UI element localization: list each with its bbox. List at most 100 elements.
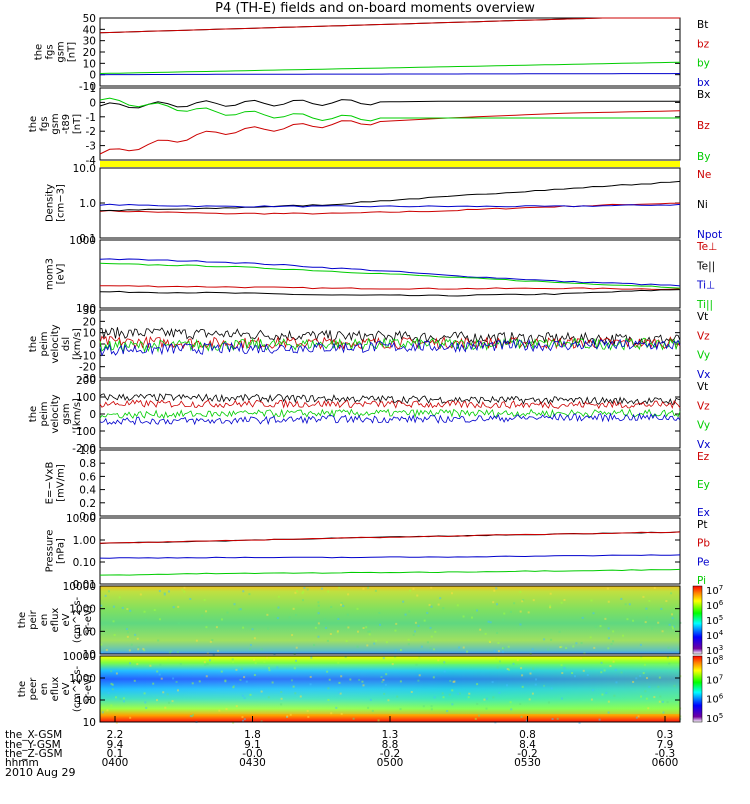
fgs-dc-frame <box>99 87 681 161</box>
peir-eflux-speckle <box>189 598 192 601</box>
peim-velocity-dsl-ylabel: the <box>28 336 39 352</box>
peir-eflux-speckle <box>509 610 512 613</box>
fgs-series-bx <box>99 73 681 76</box>
density-series-Ni <box>99 180 681 212</box>
peir-eflux-ylabel: sr-eV) <box>83 605 94 634</box>
peer-eflux-speckle <box>361 680 364 683</box>
peer-eflux-speckle <box>573 675 576 678</box>
peir-eflux-speckle <box>137 646 140 649</box>
peir-eflux-speckle <box>521 600 524 603</box>
peir-eflux-speckle <box>112 620 115 623</box>
peer-eflux-speckle <box>666 701 669 704</box>
peer-eflux-speckle <box>253 658 256 661</box>
peir-eflux-speckle <box>456 604 459 607</box>
peir-eflux-speckle <box>356 607 359 610</box>
peer-eflux-speckle <box>260 720 263 723</box>
temperature-frame <box>99 239 681 309</box>
peer-eflux-speckle <box>263 660 266 663</box>
peer-eflux-speckle <box>231 658 234 661</box>
peir-eflux-speckle <box>493 649 496 652</box>
peer-eflux-speckle <box>508 668 511 671</box>
peir-eflux-speckle <box>531 648 534 651</box>
peer-eflux-speckle <box>267 696 270 699</box>
peir-eflux-speckle <box>238 608 241 611</box>
peer-eflux-speckle <box>635 677 638 680</box>
peir-eflux-speckle <box>497 641 500 644</box>
peir-eflux-speckle <box>399 649 402 652</box>
peir-eflux-speckle <box>374 589 377 592</box>
fgs-dc-ytick-label: -2 <box>86 126 96 138</box>
peir-eflux-colorbar-label: 105 <box>706 614 723 627</box>
peir-eflux-speckle <box>242 590 245 593</box>
peer-eflux-speckle <box>239 678 242 681</box>
exb-ytick-label: 0.4 <box>79 485 96 497</box>
x-axis-tick-value: 7.9 <box>657 739 674 751</box>
density-series-Npot <box>99 203 681 208</box>
peir-eflux-speckle <box>301 599 304 602</box>
peir-eflux-speckle <box>128 649 131 652</box>
fgs-ytick-label: 40 <box>83 24 96 36</box>
peer-eflux-speckle <box>658 676 661 679</box>
peer-eflux-speckle <box>612 660 615 663</box>
peer-eflux-speckle <box>418 674 421 677</box>
peer-eflux-speckle <box>543 684 546 687</box>
peer-eflux-speckle <box>642 672 645 675</box>
temperature-ytick-label: 100 <box>76 303 96 315</box>
peer-eflux-speckle <box>338 691 341 694</box>
peer-eflux-speckle <box>563 666 566 669</box>
peir-eflux-speckle <box>527 611 530 614</box>
peir-eflux-speckle <box>416 594 419 597</box>
peir-eflux-ylabel: eflux <box>50 608 61 633</box>
peir-eflux-speckle <box>437 603 440 606</box>
peer-eflux-speckle <box>168 701 171 704</box>
peir-eflux-ylabel: the <box>17 612 28 628</box>
pressure-frame <box>99 517 681 585</box>
peer-eflux-speckle <box>327 687 330 690</box>
peer-eflux-speckle <box>362 684 365 687</box>
peir-eflux-speckle <box>558 630 561 633</box>
peer-eflux-speckle <box>358 678 361 681</box>
peir-eflux-speckle <box>565 647 568 650</box>
peer-eflux-speckle <box>167 658 170 661</box>
panel-density: 10.0 1.0 0.1 Density [cm−3] Ne Ni Npot <box>45 163 723 245</box>
peir-eflux-speckle <box>402 600 405 603</box>
pressure-ytick-label: 10.00 <box>66 513 96 525</box>
peir-eflux-speckle <box>209 640 212 643</box>
peir-eflux-speckle <box>362 627 365 630</box>
peir-eflux-speckle <box>394 629 397 632</box>
peir-eflux-speckle <box>266 613 269 616</box>
pressure-ylabel: Pressure <box>45 530 56 573</box>
peir-eflux-speckle <box>426 641 429 644</box>
peir-eflux-speckle <box>163 592 166 595</box>
peir-eflux-speckle <box>560 601 563 604</box>
peir-eflux-speckle <box>668 623 671 626</box>
peer-eflux-speckle <box>451 703 454 706</box>
x-axis-tick-value: -0.0 <box>242 748 263 760</box>
peer-eflux-ylabel: en <box>39 683 50 696</box>
peer-eflux-speckle <box>560 664 563 667</box>
peer-eflux-speckle <box>340 675 343 678</box>
peer-eflux-speckle <box>382 657 385 660</box>
peer-eflux-speckle <box>499 660 502 663</box>
peim-velocity-dsl-ytick-label: 0 <box>89 339 96 351</box>
panel-exb: 1.00.80.6 0.40.20.0 E=−VxB [mV/m] Ez Ey Ex <box>45 445 710 523</box>
peer-eflux-speckle <box>225 708 228 711</box>
peer-eflux-speckle <box>582 669 585 672</box>
peim-velocity-dsl-legend-Vx: Vx <box>697 369 710 381</box>
peer-eflux-speckle <box>191 715 194 718</box>
peer-eflux-speckle <box>114 696 117 699</box>
peir-eflux-speckle <box>409 589 412 592</box>
peim-velocity-dsl-ytick-label: 30 <box>83 305 96 317</box>
peer-eflux-speckle <box>384 683 387 686</box>
peer-eflux-speckle <box>382 678 385 681</box>
peer-eflux-speckle <box>310 656 313 659</box>
peer-eflux-speckle <box>571 672 574 675</box>
peir-eflux-speckle <box>543 638 546 641</box>
fgs-dc-ytick-label: 1 <box>89 83 96 95</box>
fgs-dc-series-Bz <box>99 110 681 155</box>
peer-eflux-speckle <box>115 672 118 675</box>
peim-velocity-gsm-ylabel: velocity <box>50 394 61 433</box>
peir-eflux-speckle <box>375 639 378 642</box>
exb-ytick-label: 0.6 <box>79 471 96 483</box>
peim-velocity-dsl-legend-Vz: Vz <box>697 330 710 342</box>
